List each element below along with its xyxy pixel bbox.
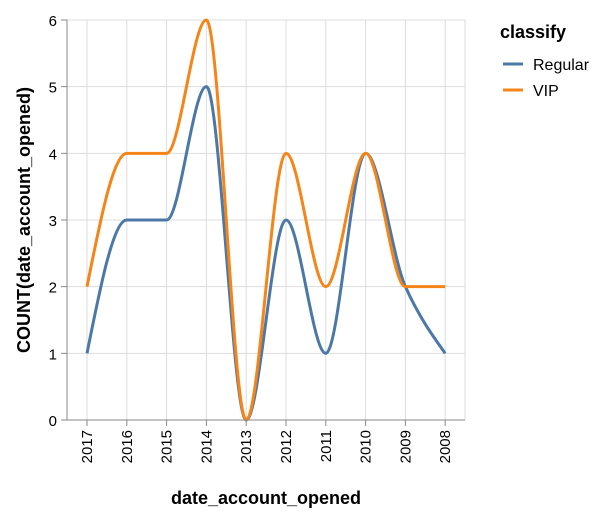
x-tick-label: 2016 [119, 430, 136, 463]
x-tick-label: 2017 [79, 430, 96, 463]
x-tick-label: 2014 [198, 430, 215, 463]
x-axis: 2017 2016 2015 2014 2013 2012 2011 2010 2009 2008 [67, 419, 465, 463]
y-tick-label: 5 [49, 80, 57, 97]
x-axis-title: date_account_opened [171, 488, 361, 508]
x-tick-label: 2015 [159, 430, 176, 463]
x-tick-label: 2009 [397, 430, 414, 463]
y-tick-label: 3 [49, 213, 57, 230]
legend: classify Regular VIP [500, 22, 590, 100]
x-tick-label: 2008 [437, 430, 454, 463]
legend-label-regular: Regular [533, 57, 590, 74]
y-tick-label: 4 [49, 146, 57, 163]
plot-frame [67, 19, 466, 420]
series-line-vip [85, 18, 446, 422]
y-axis: 0 1 2 3 4 5 6 [49, 13, 68, 430]
y-tick-label: 6 [49, 13, 57, 30]
x-tick-label: 2012 [278, 430, 295, 463]
x-tick-label: 2010 [358, 430, 375, 463]
y-tick-label: 2 [49, 280, 57, 297]
legend-label-vip: VIP [533, 83, 559, 100]
x-tick-label: 2013 [238, 430, 255, 463]
x-tick-label: 2011 [318, 430, 335, 462]
y-tick-label: 1 [49, 346, 57, 363]
y-axis-title: COUNT(date_account_opened) [14, 87, 34, 353]
legend-title: classify [500, 22, 566, 42]
y-tick-label: 0 [49, 413, 57, 430]
series-lines [85, 18, 447, 422]
